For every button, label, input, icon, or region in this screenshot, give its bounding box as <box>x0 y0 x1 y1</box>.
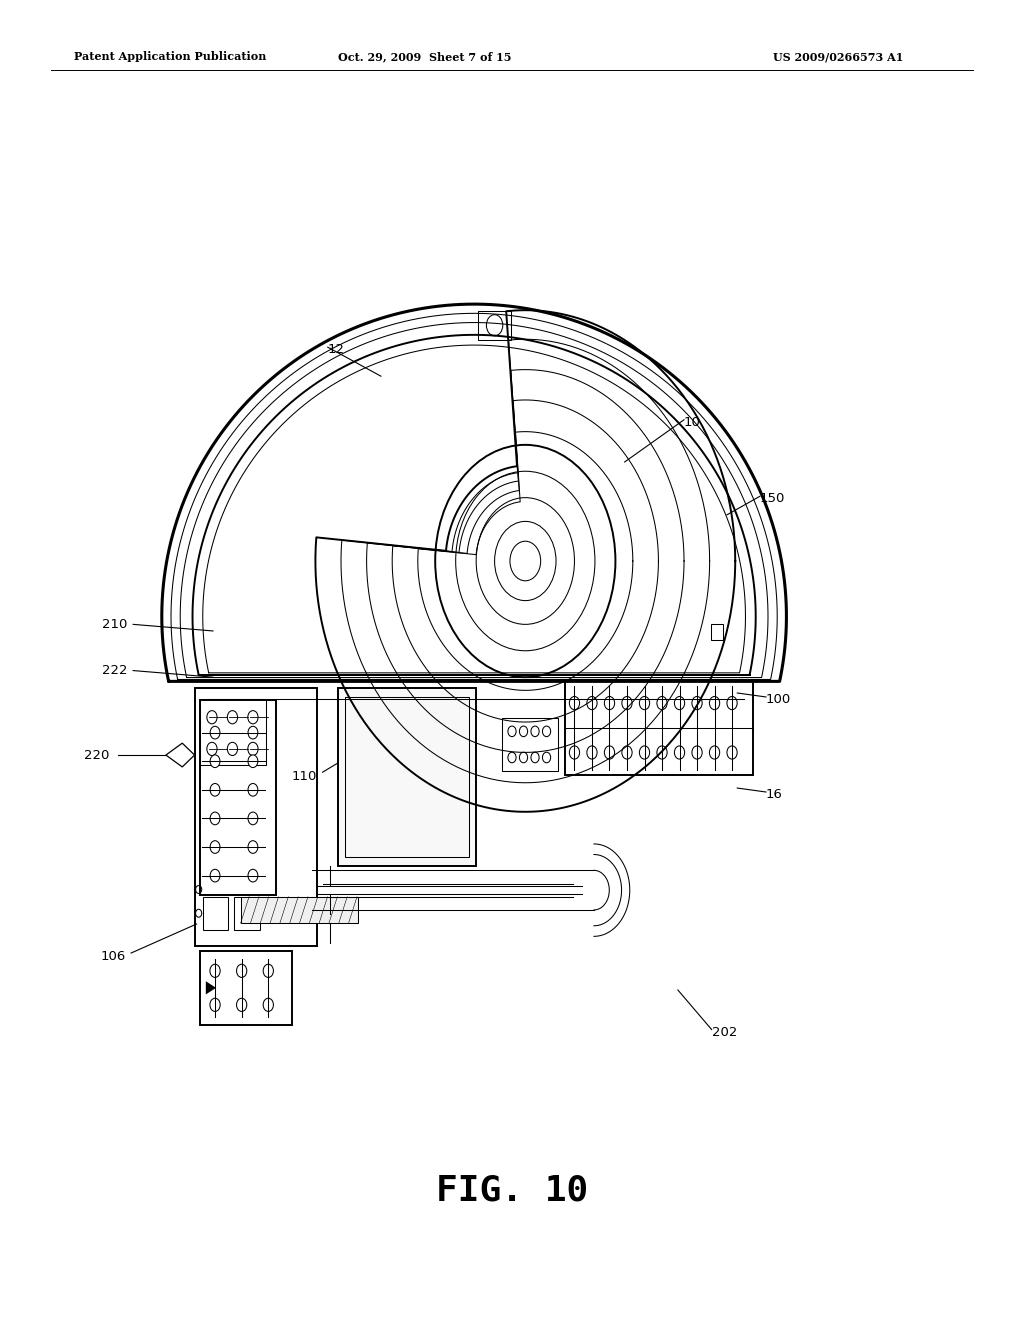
Circle shape <box>248 870 258 882</box>
Circle shape <box>248 812 258 825</box>
Bar <box>195 688 317 945</box>
Bar <box>345 697 469 857</box>
Text: 202: 202 <box>712 1026 737 1039</box>
Circle shape <box>543 726 551 737</box>
Text: US 2009/0266573 A1: US 2009/0266573 A1 <box>773 51 903 62</box>
Circle shape <box>657 697 668 710</box>
Circle shape <box>639 697 649 710</box>
Text: 10: 10 <box>684 416 700 429</box>
Bar <box>200 950 292 1024</box>
Bar <box>711 624 723 640</box>
Circle shape <box>587 746 597 759</box>
Circle shape <box>248 784 258 796</box>
Circle shape <box>622 746 632 759</box>
Circle shape <box>569 746 580 759</box>
Circle shape <box>248 755 258 767</box>
Circle shape <box>530 726 539 737</box>
Text: 100: 100 <box>766 693 792 706</box>
Bar <box>477 310 512 339</box>
Circle shape <box>569 697 580 710</box>
Circle shape <box>604 746 614 759</box>
Circle shape <box>248 841 258 853</box>
Text: 220: 220 <box>84 748 110 762</box>
Bar <box>241 896 358 923</box>
Text: 150: 150 <box>760 492 785 506</box>
Circle shape <box>727 697 737 710</box>
Circle shape <box>639 746 649 759</box>
Bar <box>200 700 276 895</box>
Circle shape <box>210 812 220 825</box>
Polygon shape <box>166 743 195 767</box>
Text: Patent Application Publication: Patent Application Publication <box>74 51 266 62</box>
Circle shape <box>210 841 220 853</box>
Circle shape <box>543 752 551 763</box>
Circle shape <box>227 710 238 723</box>
Bar <box>565 680 753 775</box>
Circle shape <box>248 726 258 739</box>
Text: 12: 12 <box>328 343 345 356</box>
Circle shape <box>519 726 527 737</box>
Circle shape <box>237 964 247 977</box>
Circle shape <box>263 998 273 1011</box>
Text: 210: 210 <box>102 618 128 631</box>
Bar <box>502 718 558 771</box>
Circle shape <box>207 710 217 723</box>
Circle shape <box>692 746 702 759</box>
Circle shape <box>692 697 702 710</box>
Circle shape <box>210 964 220 977</box>
Circle shape <box>248 742 258 755</box>
Circle shape <box>604 697 614 710</box>
Circle shape <box>587 697 597 710</box>
Circle shape <box>710 746 720 759</box>
Circle shape <box>237 998 247 1011</box>
Text: 106: 106 <box>100 950 126 964</box>
Circle shape <box>508 752 516 763</box>
Text: 110: 110 <box>292 770 317 783</box>
Circle shape <box>622 697 632 710</box>
Bar <box>234 896 260 929</box>
Bar <box>338 688 476 866</box>
Text: FIG. 10: FIG. 10 <box>436 1173 588 1208</box>
Circle shape <box>210 784 220 796</box>
Polygon shape <box>206 981 216 994</box>
Bar <box>200 698 266 764</box>
Circle shape <box>727 746 737 759</box>
Circle shape <box>710 697 720 710</box>
Circle shape <box>207 742 217 755</box>
Circle shape <box>248 710 258 723</box>
Circle shape <box>227 742 238 755</box>
Circle shape <box>657 746 668 759</box>
Circle shape <box>675 697 685 710</box>
Text: Oct. 29, 2009  Sheet 7 of 15: Oct. 29, 2009 Sheet 7 of 15 <box>338 51 512 62</box>
Circle shape <box>675 746 685 759</box>
Circle shape <box>508 726 516 737</box>
Circle shape <box>210 755 220 767</box>
Circle shape <box>263 964 273 977</box>
Circle shape <box>210 870 220 882</box>
Circle shape <box>210 998 220 1011</box>
Bar <box>203 896 228 929</box>
Text: 222: 222 <box>102 664 128 677</box>
Text: 16: 16 <box>766 788 782 801</box>
Circle shape <box>519 752 527 763</box>
Circle shape <box>210 726 220 739</box>
Circle shape <box>530 752 539 763</box>
